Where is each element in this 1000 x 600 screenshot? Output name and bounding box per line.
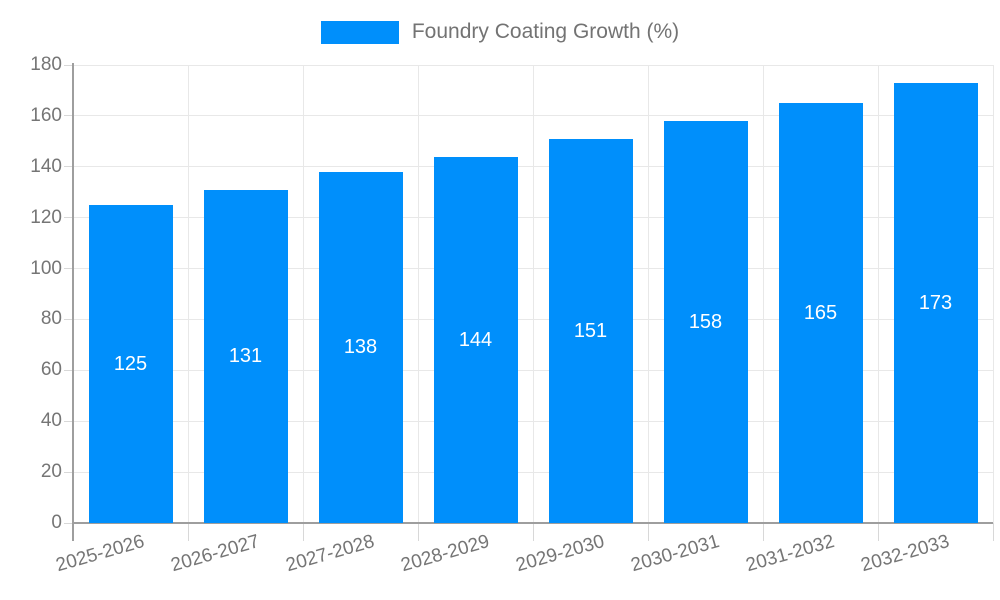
x-axis-line xyxy=(72,522,993,524)
x-tick-mark xyxy=(762,523,764,541)
bar[interactable] xyxy=(893,82,978,523)
y-axis-tick-label: 20 xyxy=(40,461,62,483)
y-tick-mark xyxy=(64,115,73,117)
y-tick-mark xyxy=(64,166,73,168)
legend-label[interactable]: Foundry Coating Growth (%) xyxy=(411,20,680,43)
bar[interactable] xyxy=(663,120,748,523)
y-tick-mark xyxy=(64,217,73,219)
bar-value-label: 131 xyxy=(228,345,263,368)
x-tick-mark xyxy=(187,523,189,541)
bar-value-label: 165 xyxy=(803,302,838,325)
legend-swatch[interactable] xyxy=(320,20,399,44)
y-tick-mark xyxy=(64,420,73,422)
x-tick-mark xyxy=(417,523,419,541)
bar[interactable] xyxy=(433,156,518,523)
y-axis-tick-label: 0 xyxy=(51,512,62,533)
bar[interactable] xyxy=(778,103,863,523)
x-gridline xyxy=(187,65,189,523)
chart-legend[interactable]: Foundry Coating Growth (%) xyxy=(0,20,1000,44)
x-tick-mark xyxy=(532,523,534,541)
y-axis-tick-label: 180 xyxy=(30,54,62,75)
y-tick-mark xyxy=(64,522,73,524)
x-gridline xyxy=(992,65,994,523)
bar-value-label: 158 xyxy=(688,310,723,333)
bar[interactable] xyxy=(88,204,173,523)
x-gridline xyxy=(647,65,649,523)
y-tick-mark xyxy=(64,268,73,270)
y-axis-tick-label: 60 xyxy=(40,359,62,381)
y-tick-mark xyxy=(64,471,73,473)
y-tick-mark xyxy=(64,64,73,66)
bar-value-label: 151 xyxy=(573,319,608,342)
x-tick-mark xyxy=(992,523,994,541)
y-tick-mark xyxy=(64,318,73,320)
y-axis-tick-label: 160 xyxy=(30,104,62,126)
y-axis-tick-label: 80 xyxy=(40,308,62,330)
x-tick-mark xyxy=(877,523,879,541)
y-axis-tick-label: 140 xyxy=(30,155,62,177)
x-gridline xyxy=(532,65,534,523)
y-axis-tick-label: 120 xyxy=(30,206,62,228)
x-tick-mark xyxy=(647,523,649,541)
bar[interactable] xyxy=(318,171,403,523)
x-gridline xyxy=(302,65,304,523)
x-gridline xyxy=(417,65,419,523)
bar-value-label: 125 xyxy=(113,352,148,375)
bar-value-label: 173 xyxy=(918,291,953,314)
x-tick-mark xyxy=(302,523,304,541)
x-gridline xyxy=(877,65,879,523)
bar-value-label: 138 xyxy=(343,336,378,359)
bar-value-label: 144 xyxy=(458,328,493,351)
y-axis-line xyxy=(72,63,74,541)
bar[interactable] xyxy=(203,189,288,523)
bar[interactable] xyxy=(548,138,633,523)
y-tick-mark xyxy=(64,369,73,371)
y-axis-tick-label: 40 xyxy=(40,410,62,432)
x-gridline xyxy=(762,65,764,523)
y-axis-tick-label: 100 xyxy=(30,257,62,279)
